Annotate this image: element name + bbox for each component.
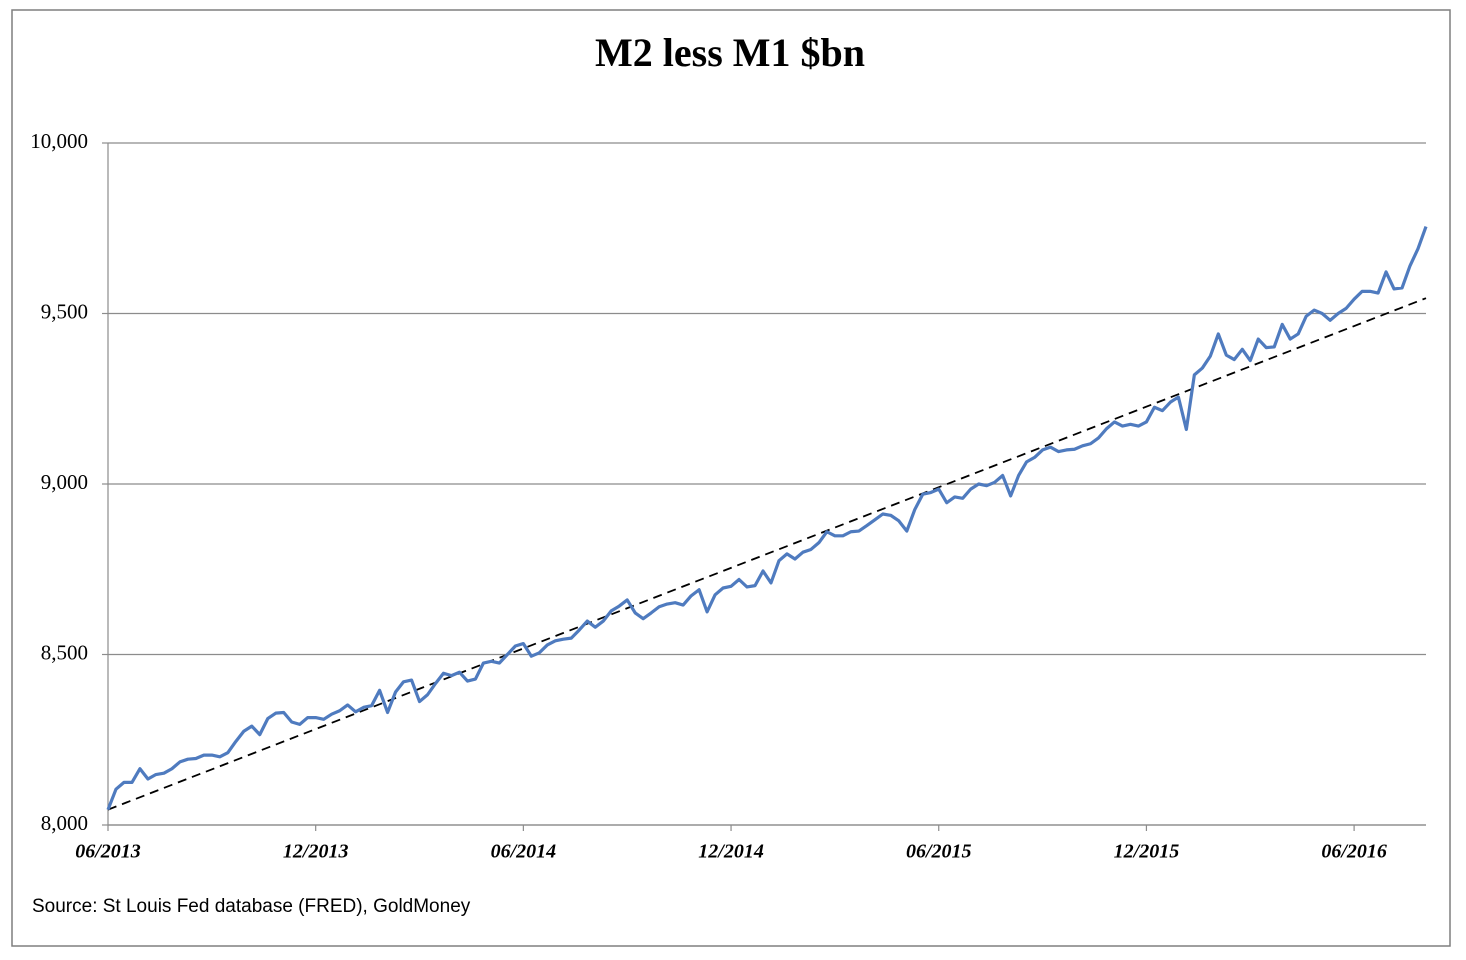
y-tick-label: 9,500 [41,299,88,323]
x-tick-label: 06/2013 [75,841,141,863]
trend-line [107,297,1427,811]
y-tick-label: 8,000 [41,811,88,835]
data-line [106,226,1428,811]
x-tick-label: 12/2015 [1114,841,1180,863]
chart-title: M2 less M1 $bn [595,30,865,75]
source-note: Source: St Louis Fed database (FRED), Go… [32,896,471,917]
x-tick-label: 12/2014 [698,841,764,863]
x-tick-label: 06/2016 [1321,841,1387,863]
x-tick-label: 06/2015 [906,841,972,863]
chart-frame [11,9,1451,947]
y-tick-label: 10,000 [30,129,88,153]
y-tick-label: 9,000 [41,470,88,494]
y-tick-label: 8,500 [41,640,88,664]
x-tick-label: 06/2014 [491,841,557,863]
x-tick-label: 12/2013 [283,841,349,863]
